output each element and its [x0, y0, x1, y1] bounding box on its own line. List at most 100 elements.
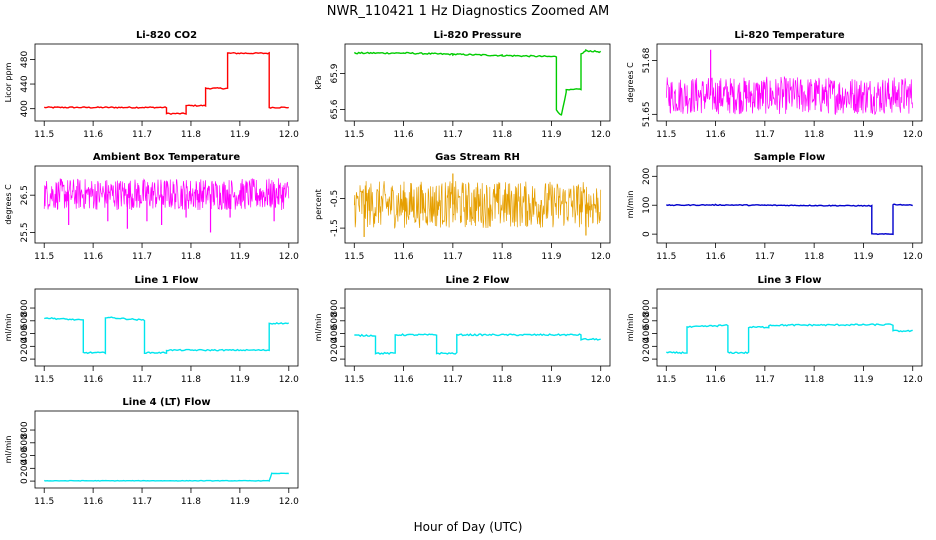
y-tick-label: 0	[20, 356, 30, 362]
x-tick-label: 11.8	[181, 497, 201, 507]
panel-title: Ambient Box Temperature	[93, 152, 240, 163]
panel-title: Line 3 Flow	[758, 275, 822, 286]
panel-title: Sample Flow	[754, 152, 826, 163]
y-tick-label: 200	[642, 337, 652, 354]
y-tick-label: 600	[330, 312, 340, 329]
x-tick-label: 11.7	[443, 375, 463, 385]
x-tick-label: 11.6	[83, 497, 103, 507]
y-tick-label: -1.5	[330, 219, 340, 237]
y-tick-label: 100	[642, 196, 652, 213]
x-tick-label: 11.6	[394, 130, 414, 140]
y-tick-label: 800	[642, 299, 652, 316]
plot-frame	[34, 288, 299, 367]
x-tick-label: 11.7	[132, 375, 152, 385]
y-axis-label: degrees C	[626, 62, 635, 103]
data-layer	[44, 316, 290, 355]
x-tick-label: 11.9	[230, 130, 250, 140]
x-tick-label: 11.9	[853, 375, 873, 385]
x-tick-label: 11.6	[83, 130, 103, 140]
series-line	[353, 181, 602, 230]
series-line	[354, 333, 601, 355]
series-line	[44, 316, 290, 355]
x-tick-label: 11.9	[230, 252, 250, 262]
x-tick-label: 11.5	[344, 252, 364, 262]
y-tick-label: 0	[642, 231, 652, 237]
series-line	[666, 323, 913, 355]
x-tick-label: 12.0	[903, 252, 923, 262]
x-tick-label: 11.7	[443, 130, 463, 140]
x-tick-label: 12.0	[279, 375, 299, 385]
x-tick-label: 12.0	[591, 375, 611, 385]
x-tick-label: 12.0	[591, 252, 611, 262]
x-tick-label: 11.8	[804, 252, 824, 262]
y-axis-label: Licor ppm	[4, 62, 13, 102]
y-tick-label: 0	[642, 356, 652, 362]
y-tick-label: 200	[330, 337, 340, 354]
panel-title: Line 2 Flow	[446, 275, 510, 286]
x-tick-label: 11.8	[804, 130, 824, 140]
y-tick-label: 65.6	[330, 99, 340, 119]
y-tick-label: 65.9	[330, 63, 340, 83]
x-tick-label: 11.5	[34, 497, 54, 507]
y-tick-label: 480	[20, 51, 30, 68]
x-tick-label: 11.9	[853, 130, 873, 140]
y-tick-label: 0	[330, 356, 340, 362]
y-axis-label: percent	[314, 189, 323, 220]
y-tick-label: 51.65	[642, 101, 652, 127]
panel-title: Gas Stream RH	[435, 152, 520, 163]
data-layer	[44, 472, 289, 482]
x-tick-label: 11.5	[34, 252, 54, 262]
x-tick-label: 11.8	[181, 130, 201, 140]
data-layer	[353, 48, 602, 116]
y-tick-label: 800	[20, 299, 30, 316]
x-tick-label: 11.5	[34, 375, 54, 385]
plot-frame	[656, 288, 923, 367]
y-axis-label: ml/min	[314, 314, 323, 342]
y-tick-label: 400	[330, 325, 340, 342]
y-tick-label: 800	[20, 421, 30, 438]
series-line	[44, 51, 289, 115]
x-tick-label: 11.7	[132, 252, 152, 262]
x-tick-label: 12.0	[279, 130, 299, 140]
y-tick-label: 800	[330, 299, 340, 316]
data-layer	[666, 323, 913, 355]
data-layer	[353, 173, 602, 237]
data-layer	[43, 178, 290, 233]
x-tick-label: 12.0	[279, 497, 299, 507]
y-tick-label: 26.5	[20, 185, 30, 205]
y-tick-label: 200	[642, 167, 652, 184]
y-axis-label: ml/min	[626, 314, 635, 342]
x-tick-label: 11.6	[83, 252, 103, 262]
x-tick-label: 11.8	[492, 130, 512, 140]
panel-1: Li-820 CO2 11.5 11.6 11.7 11.8 11.9 12.0 400 440…	[4, 30, 299, 140]
x-tick-label: 11.6	[394, 375, 414, 385]
x-tick-label: 11.8	[181, 375, 201, 385]
y-tick-label: 400	[20, 447, 30, 464]
x-tick-label: 11.8	[181, 252, 201, 262]
y-tick-label: 200	[20, 459, 30, 476]
panel-title: Li-820 Pressure	[433, 30, 521, 41]
y-axis-label: ml/min	[4, 314, 13, 342]
panel-4: Ambient Box Temperature 11.5 11.6 11.7 11.8 1…	[4, 152, 299, 262]
plot-frame	[34, 43, 299, 122]
y-tick-label: 600	[642, 312, 652, 329]
y-tick-label: 440	[20, 75, 30, 92]
y-tick-label: -0.5	[330, 190, 340, 208]
panel-2: Li-820 Pressure 11.5 11.6 11.7 11.8 11.9 12.0 6…	[314, 30, 611, 140]
y-tick-label: 200	[20, 337, 30, 354]
x-tick-label: 11.6	[706, 252, 726, 262]
plot-frame	[34, 410, 299, 489]
x-tick-label: 11.7	[132, 130, 152, 140]
data-layer	[665, 49, 914, 116]
x-tick-label: 11.9	[230, 375, 250, 385]
y-axis-label: ml/min	[4, 436, 13, 464]
y-tick-label: 400	[20, 100, 30, 117]
y-tick-label: 51.68	[642, 47, 652, 73]
y-tick-label: 600	[20, 312, 30, 329]
y-axis-label: degrees C	[4, 184, 13, 225]
y-tick-label: 600	[20, 434, 30, 451]
panel-title: Li-820 CO2	[136, 30, 197, 41]
x-tick-label: 11.5	[344, 375, 364, 385]
plot-frame	[656, 43, 923, 122]
